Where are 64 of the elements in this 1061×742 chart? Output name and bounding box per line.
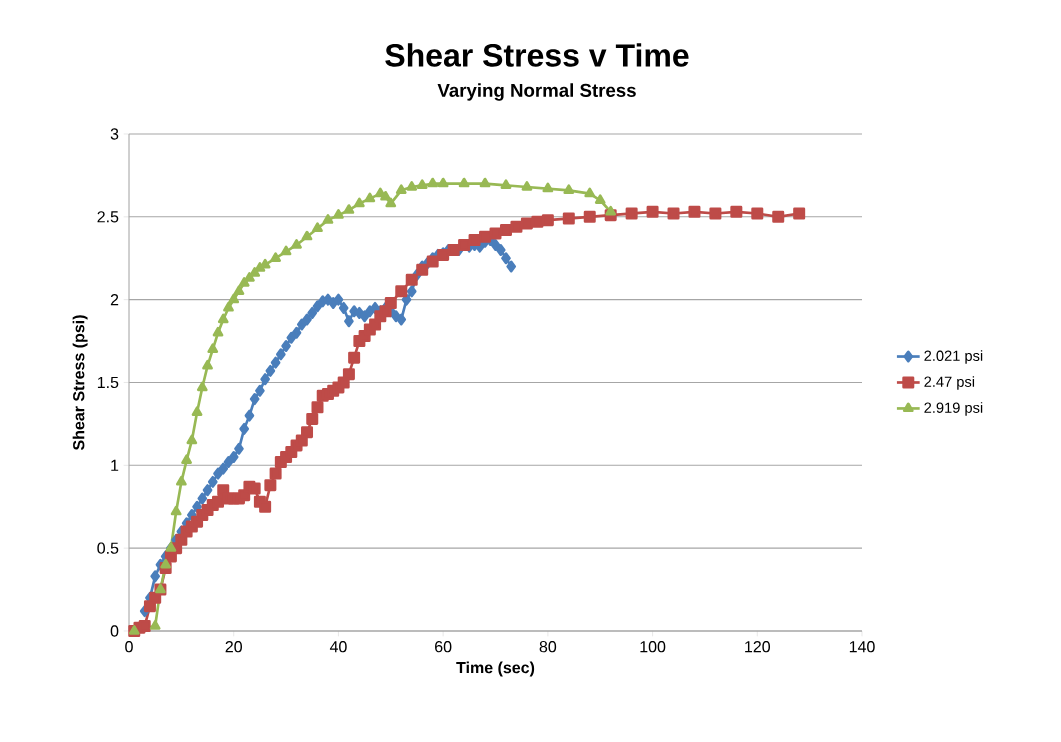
chart-title: Shear Stress v Time [385, 43, 689, 67]
point [385, 197, 397, 208]
x-axis-title: Time (sec) [456, 661, 535, 677]
point [212, 326, 224, 337]
point [170, 505, 182, 516]
point [353, 197, 365, 208]
point [521, 181, 533, 191]
point [301, 230, 313, 241]
point [280, 245, 292, 256]
x-tick-label: 120 [745, 641, 771, 653]
point [322, 214, 334, 224]
point [175, 475, 187, 486]
y-tick-label: 3 [110, 128, 119, 140]
point [406, 181, 418, 191]
point [364, 192, 376, 203]
point [249, 267, 261, 277]
point [380, 190, 391, 201]
point [542, 182, 554, 193]
point [594, 194, 606, 204]
y-tick-label: 1 [111, 459, 119, 471]
y-tick-label: 0.5 [97, 542, 119, 554]
x-tick-label: 0 [125, 641, 133, 653]
x-tick-label: 60 [435, 641, 452, 653]
x-tick-label: 140 [849, 641, 875, 653]
legend-label: 2.021 psi [924, 350, 983, 364]
point [291, 238, 302, 249]
x-tick-label: 80 [539, 641, 557, 653]
point [395, 184, 407, 194]
point [191, 406, 203, 416]
point [343, 204, 355, 214]
point [181, 454, 192, 465]
point [437, 177, 449, 188]
point [458, 177, 470, 188]
point [605, 205, 617, 216]
point [233, 285, 245, 296]
point [196, 381, 208, 392]
chart-subtitle: Varying Normal Stress [437, 83, 636, 101]
y-axis-title: Shear Stress (psi) [72, 315, 88, 451]
point [584, 187, 596, 198]
point [270, 252, 281, 262]
point [500, 179, 512, 190]
point [207, 343, 219, 354]
point [427, 177, 439, 188]
point [312, 222, 323, 233]
point [223, 301, 234, 312]
y-tick-label: 1.5 [97, 376, 119, 389]
point [160, 558, 172, 569]
point [202, 359, 213, 370]
point [333, 209, 344, 219]
legend-label: 2.919 psi [924, 402, 983, 416]
y-tick-label: 2.5 [97, 211, 119, 223]
point [217, 313, 229, 324]
point [186, 434, 198, 445]
point [228, 293, 240, 304]
point [479, 177, 491, 188]
y-tick-label: 2 [110, 294, 119, 306]
x-tick-label: 40 [329, 641, 347, 653]
legend-label: 2.47 psi [924, 376, 975, 390]
point [416, 179, 428, 190]
y-tick-label: 0 [110, 625, 119, 637]
point [563, 184, 575, 194]
x-tick-label: 100 [640, 641, 666, 653]
point [149, 620, 161, 630]
x-tick-label: 20 [225, 641, 242, 653]
